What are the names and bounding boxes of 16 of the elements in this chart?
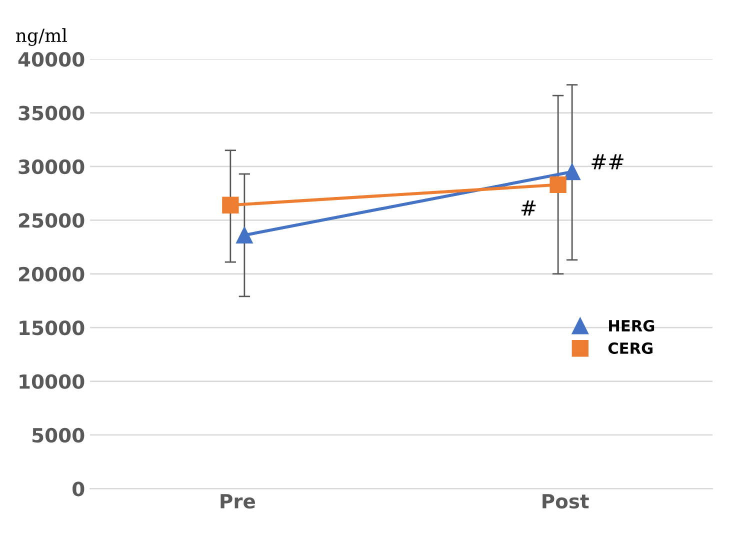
x-tick-label: Pre xyxy=(220,494,256,509)
y-tick-label: 5000 xyxy=(32,428,84,443)
legend-label: CERG xyxy=(608,342,652,354)
annotation: ## xyxy=(592,154,624,170)
legend-label: HERG xyxy=(609,320,654,332)
y-tick-label: 0 xyxy=(72,482,84,496)
y-tick-label: 40000 xyxy=(18,52,84,67)
y-tick-label: 25000 xyxy=(19,213,84,228)
y-axis-title: ng/ml xyxy=(16,28,67,46)
y-tick-label: 20000 xyxy=(19,266,84,282)
y-tick-label: 10000 xyxy=(20,374,84,389)
x-tick-label: Post xyxy=(542,494,589,509)
y-tick-label: 35000 xyxy=(18,106,84,120)
y-tick-label: 15000 xyxy=(20,320,84,336)
annotation: # xyxy=(521,200,536,216)
y-tick-label: 30000 xyxy=(18,159,84,174)
